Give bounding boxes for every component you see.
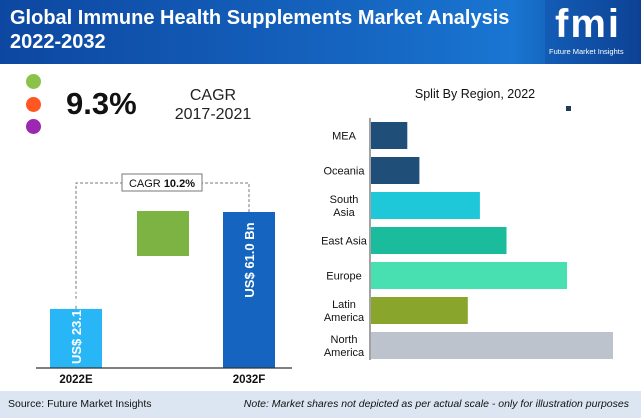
logo-graphic [545, 0, 639, 64]
note-text: Note: Market shares not depicted as per … [243, 398, 629, 410]
logo-subtitle: Future Market Insights [549, 47, 624, 56]
region-label: Oceania [324, 166, 366, 178]
chart-title: Split By Region, 2022 [415, 87, 535, 101]
market-bar [50, 308, 102, 368]
bar-value-label: US$ 61.0 Bn [242, 222, 257, 297]
growth-block [137, 211, 189, 256]
region-bar [371, 192, 480, 219]
green-dot-icon [26, 74, 41, 89]
cagr-box [121, 173, 203, 192]
cagr-period: 2017-2021 [174, 106, 252, 123]
region-bar [371, 122, 408, 149]
marker-icon [566, 106, 571, 111]
market-bar [223, 212, 275, 368]
category-label: 2022E [59, 374, 93, 386]
orange-dot-icon [26, 97, 41, 112]
region-label: Europe [326, 271, 361, 283]
region-label: East Asia [321, 236, 368, 248]
region-split-chart: Split By Region, 2022 MEA Oceania South Asia… [321, 87, 613, 360]
cagr-box-label: CAGR 10.2% [129, 178, 195, 190]
region-label: North America [324, 334, 365, 359]
region-label: MEA [332, 131, 357, 143]
cagr-value: 9.3% [66, 86, 137, 121]
fmi-logo: fmi Future Market Insights [543, 0, 641, 64]
header-background [0, 0, 641, 64]
region-label: Latin America [324, 299, 365, 324]
footer-bar: Source: Future Market Insights Note: Mar… [0, 391, 641, 418]
region-label: South Asia [330, 194, 359, 219]
region-bar [371, 227, 507, 254]
region-bar [371, 157, 420, 184]
purple-dot-icon [26, 119, 41, 134]
page-title: Global Immune Health Supplements Market … [10, 7, 510, 53]
region-bar [371, 297, 468, 324]
region-bar [371, 262, 568, 289]
header-bar: Global Immune Health Supplements Market … [0, 0, 641, 64]
region-bar [371, 332, 613, 359]
cagr-label: CAGR [189, 87, 237, 104]
source-text: Source: Future Market Insights [8, 398, 152, 410]
market-size-chart: CAGR 10.2% US$ 23.1 Bn 2022E US$ 61.0 Bn 203… [36, 173, 292, 386]
category-label: 2032F [233, 374, 266, 386]
bar-value-label: US$ 23.1 Bn [69, 289, 84, 364]
logo-text: fmi [555, 2, 621, 46]
